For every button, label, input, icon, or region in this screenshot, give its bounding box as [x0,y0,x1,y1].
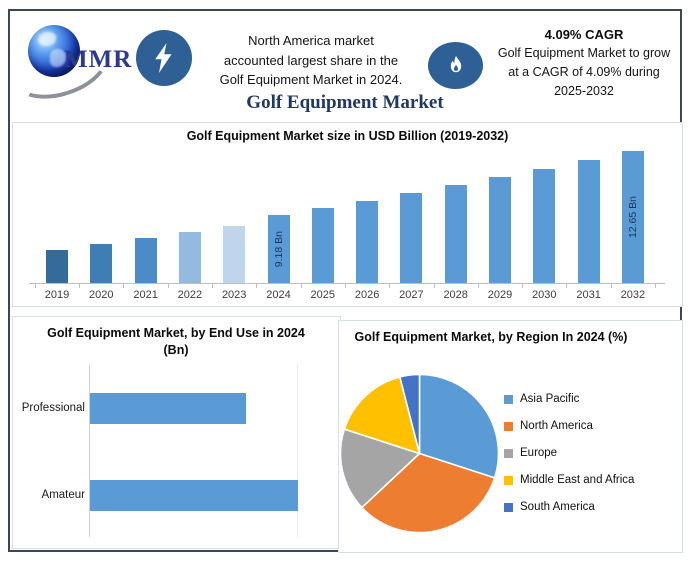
legend-item-europe: Europe [504,446,557,460]
cagr-line-3: 2025-2032 [554,84,614,98]
bar-value-label: 9.18 Bn [272,230,285,268]
gridline [297,365,298,537]
year-label-2022: 2022 [177,289,203,301]
region-chart-panel: Golf Equipment Market, by Region In 2024… [338,320,683,553]
legend-swatch [504,394,513,404]
axis-tick [655,284,656,288]
axis-tick [79,284,81,288]
bar-2023 [223,226,246,283]
pie-slice-asia-pacific [418,373,500,479]
year-label-2027: 2027 [399,289,424,301]
legend-label: Europe [520,447,558,459]
axis-tick [123,284,125,288]
cagr-note: Golf Equipment Market to grow at a CAGR … [489,44,679,101]
legend-swatch [504,502,513,512]
cagr-line-1: Golf Equipment Market to grow [497,46,671,60]
bar-2020 [90,244,113,283]
bar-2027 [400,193,423,283]
axis-tick [522,284,524,288]
end-use-chart-panel: Golf Equipment Market, by End Use in 202… [12,316,341,549]
year-label-2032: 2032 [620,289,646,301]
bar-2026 [356,200,379,283]
note-line-1: North America market [248,33,374,48]
axis-tick [566,284,568,288]
north-america-share-note: North America market accounted largest s… [198,31,424,90]
legend-swatch [504,421,513,431]
year-label-2031: 2031 [576,289,601,301]
bar-2029 [489,177,511,283]
region-pie-chart [339,373,500,534]
legend-label: Asia Pacific [520,393,580,405]
pie-slice-south-america [399,373,421,455]
page-title: Golf Equipment Market [246,92,444,113]
axis-tick [300,284,302,288]
year-label-2020: 2020 [89,289,114,301]
bar-2032: 12.65 Bn [621,150,644,283]
end-use-chart-title: Golf Equipment Market, by End Use in 202… [47,326,305,357]
category-label-amateur: Amateur [41,489,85,501]
axis-tick [344,284,346,288]
year-label-2029: 2029 [487,289,513,301]
legend-item-north-america: North America [504,419,593,433]
legend-label: South America [520,501,595,513]
legend-item-middle-east-and-africa: Middle East and Africa [504,473,634,487]
bar-2030 [533,168,556,283]
lightning-badge [136,30,192,86]
year-label-2025: 2025 [310,289,336,301]
axis-tick [477,284,479,288]
globe-logo-icon [28,25,80,77]
axis-tick [610,284,612,288]
pie-slice-north-america [361,452,496,534]
x-axis-line [29,283,665,284]
year-label-2023: 2023 [221,289,247,301]
y-axis-line [89,365,90,537]
legend-item-south-america: South America [504,500,595,514]
axis-tick [167,284,169,288]
axis-tick [212,284,213,288]
bar-2019 [46,249,68,283]
bar-2021 [134,238,157,283]
year-label-2030: 2030 [532,289,557,301]
axis-tick [256,284,258,288]
year-label-2026: 2026 [354,289,380,301]
bar-professional [90,393,246,424]
mmr-logo-text: MMR [64,46,133,73]
note-line-3: Golf Equipment Market in 2024. [219,72,403,87]
region-chart-title: Golf Equipment Market, by Region In 2024… [354,330,628,344]
year-label-2021: 2021 [133,289,158,301]
pie-slice-middle-east-and-africa [343,376,421,455]
axis-tick [389,284,391,288]
market-size-chart-title: Golf Equipment Market size in USD Billio… [186,129,509,143]
legend-swatch [504,448,513,458]
category-label-professional: Professional [21,402,85,414]
flame-icon [450,55,461,72]
legend-swatch [504,475,513,485]
cagr-heading: 4.09% CAGR [544,27,624,42]
lightning-icon [155,43,172,73]
note-line-2: accounted largest share in the [223,52,399,68]
year-label-2019: 2019 [44,289,70,301]
bar-2024: 9.18 Bn [267,214,290,283]
bar-value-label: 12.65 Bn [626,195,639,238]
pie-slice-europe [339,428,421,509]
year-label-2024: 2024 [266,289,291,301]
cagr-line-2: at a CAGR of 4.09% during [508,65,660,79]
bar-2028 [444,185,467,283]
bar-2025 [311,207,334,283]
bar-2022 [178,232,201,283]
legend-label: North America [520,420,593,432]
bar-2031 [577,160,600,283]
cagr-callout: 4.09% CAGR Golf Equipment Market to grow… [489,27,679,101]
bar-amateur [90,480,298,511]
market-size-chart-panel: Golf Equipment Market size in USD Billio… [12,122,683,307]
legend-item-asia-pacific: Asia Pacific [504,392,579,406]
axis-tick [433,284,435,288]
flame-badge [428,42,483,89]
legend-label: Middle East and Africa [520,474,635,486]
axis-tick [34,284,36,288]
year-label-2028: 2028 [443,289,468,301]
